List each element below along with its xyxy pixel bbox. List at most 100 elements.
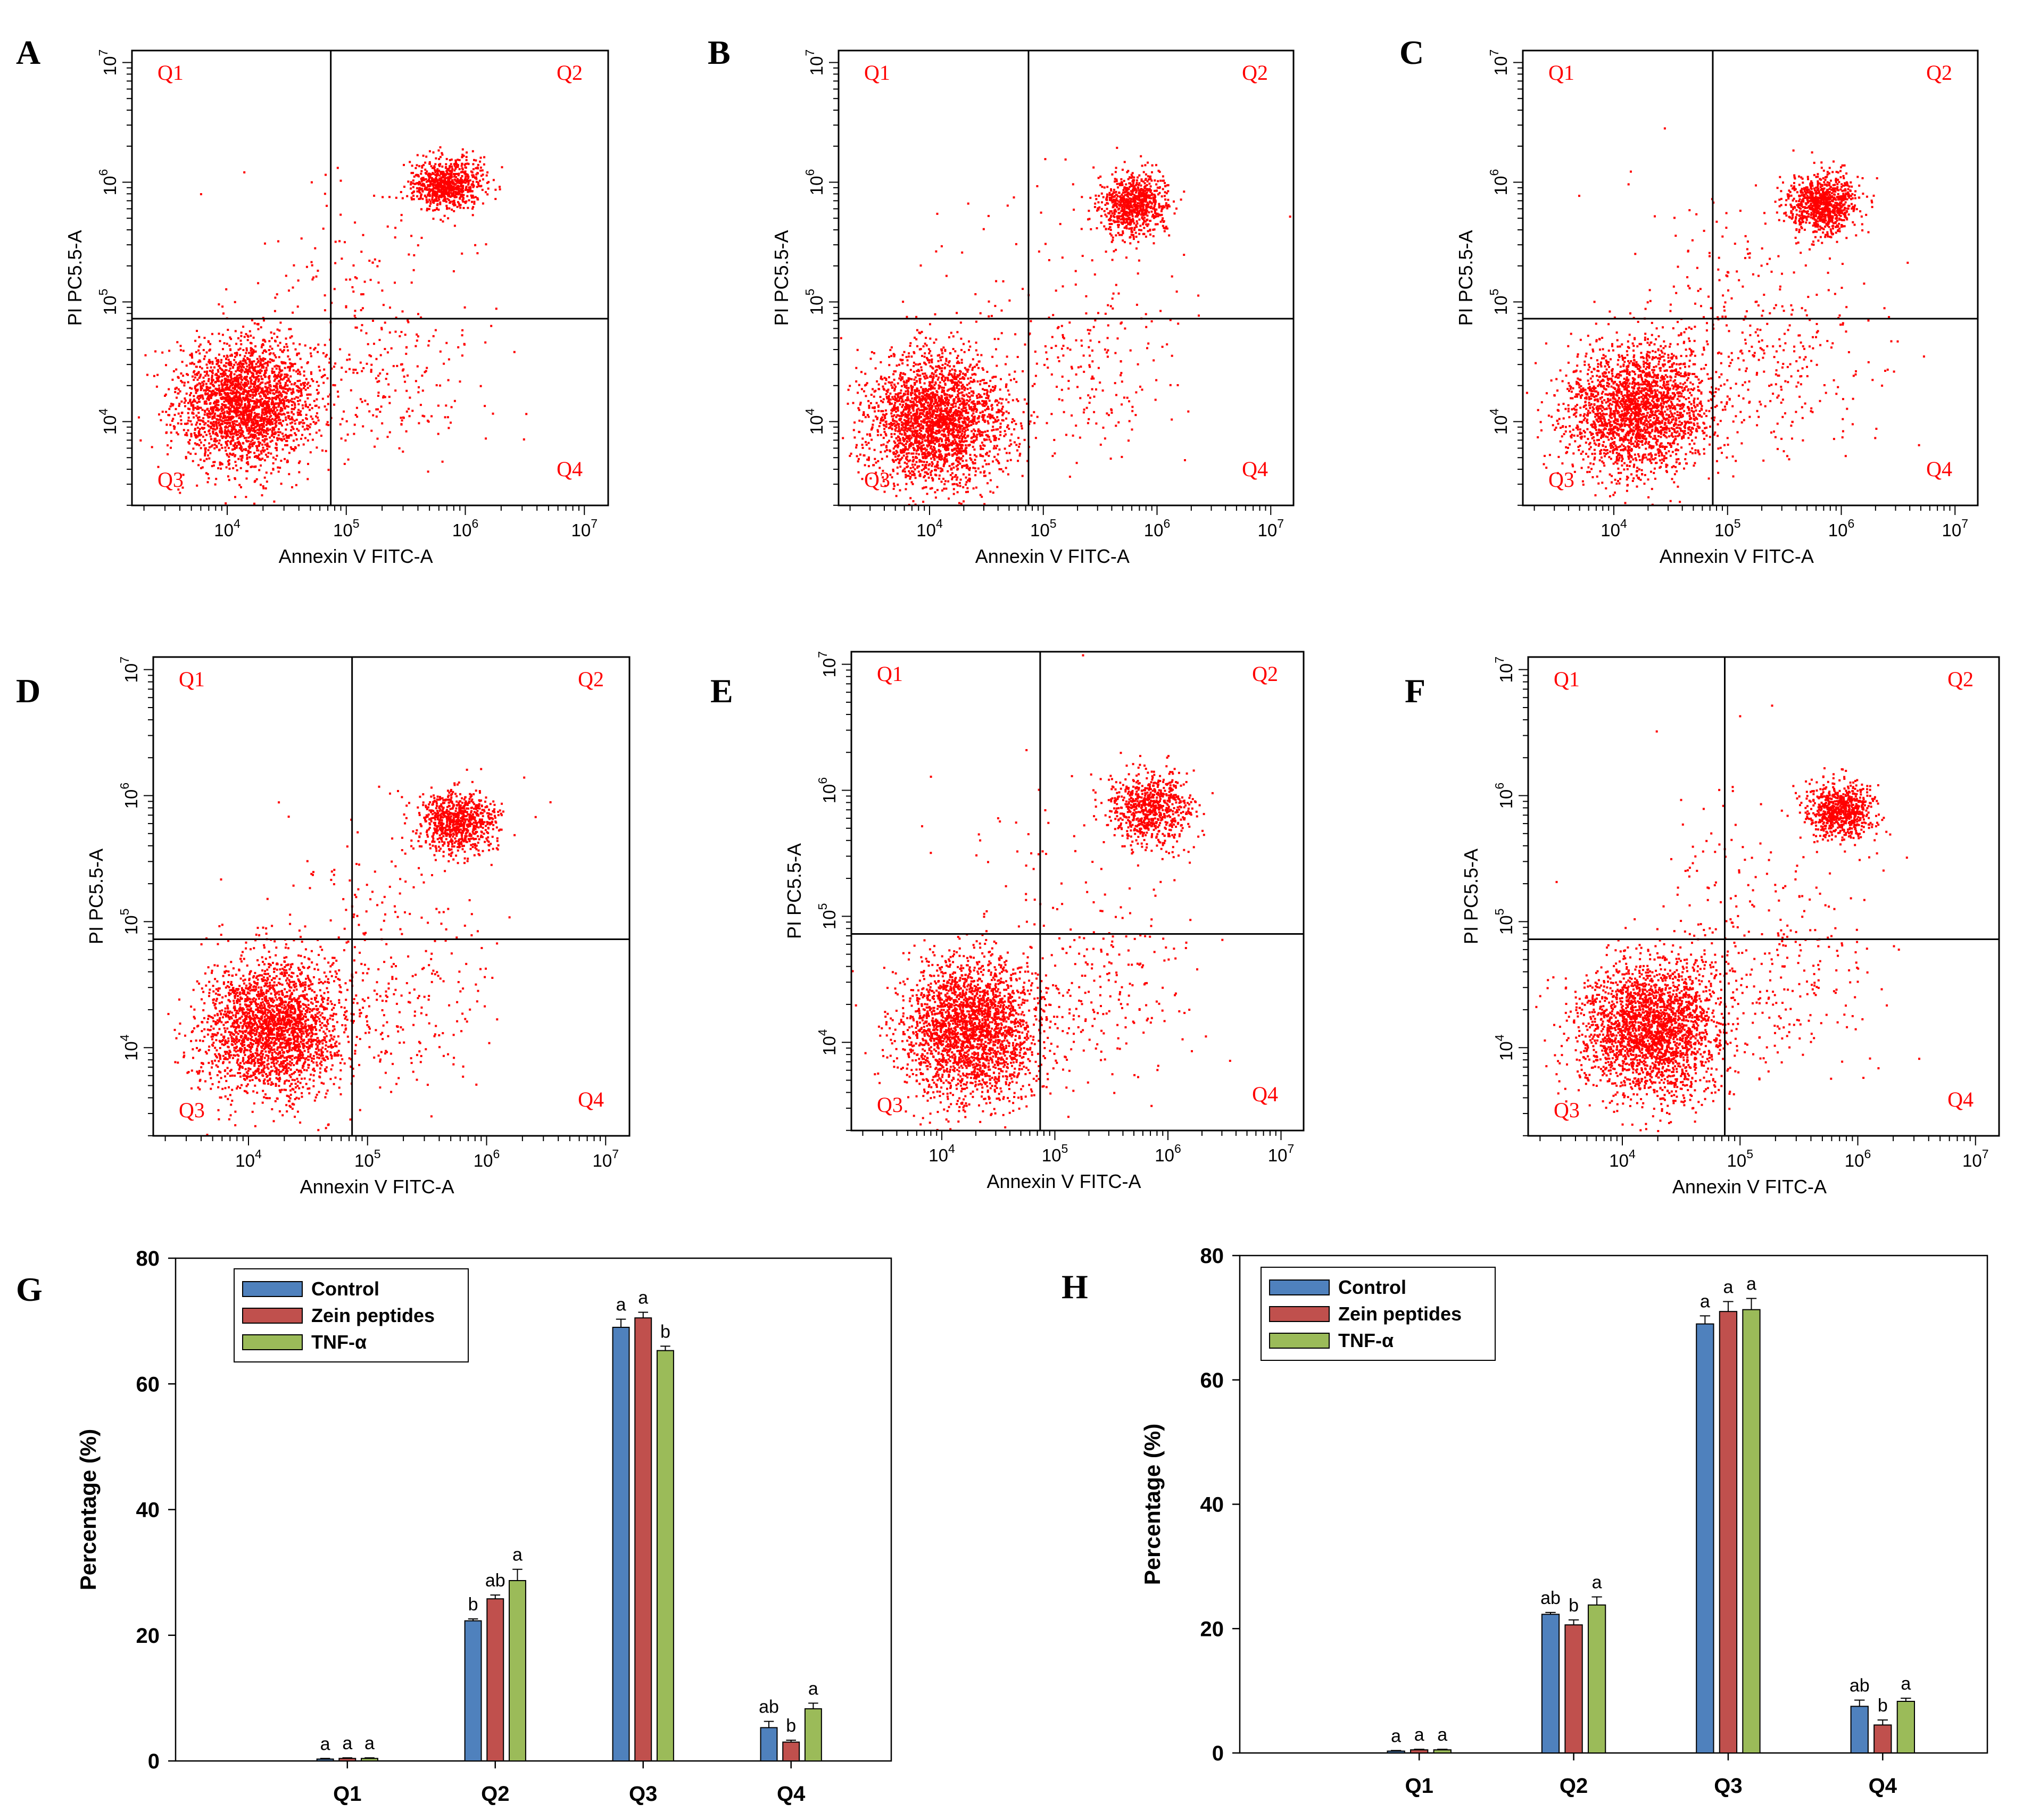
data-point: [861, 478, 864, 480]
data-point: [255, 413, 258, 416]
data-point: [965, 483, 967, 486]
data-point: [459, 195, 462, 198]
data-point: [197, 361, 200, 363]
data-point: [465, 173, 467, 176]
data-point: [247, 404, 250, 407]
data-point: [917, 470, 920, 473]
data-point: [196, 378, 199, 381]
data-point: [289, 328, 292, 330]
data-point: [260, 450, 262, 453]
data-point: [240, 335, 243, 337]
data-point: [986, 371, 989, 373]
data-point: [270, 452, 272, 455]
data-point: [272, 468, 275, 470]
data-point: [218, 380, 220, 383]
data-point: [262, 487, 265, 489]
data-point: [190, 435, 193, 438]
data-point: [395, 196, 397, 199]
data-point: [230, 392, 233, 395]
data-point: [259, 358, 262, 360]
data-point: [458, 168, 461, 170]
data-point: [245, 368, 247, 370]
data-point: [223, 382, 226, 385]
data-point: [448, 195, 451, 197]
data-point: [421, 165, 424, 168]
data-point: [246, 357, 248, 359]
data-point: [222, 388, 225, 391]
data-point: [949, 474, 952, 476]
data-point: [894, 393, 897, 396]
data-point: [426, 180, 429, 182]
data-point: [262, 357, 264, 360]
data-point: [300, 410, 302, 413]
data-point: [296, 354, 299, 356]
data-point: [455, 188, 458, 190]
data-point: [376, 380, 379, 383]
data-point: [253, 394, 256, 396]
data-point: [362, 293, 364, 296]
data-point: [306, 361, 309, 363]
data-point: [447, 176, 449, 179]
data-point: [315, 431, 318, 434]
data-point: [868, 406, 870, 409]
data-point: [224, 388, 227, 391]
data-point: [467, 173, 469, 176]
data-point: [225, 369, 228, 371]
data-point: [189, 452, 192, 455]
data-point: [254, 435, 257, 437]
data-point: [158, 413, 160, 415]
data-point: [255, 372, 258, 375]
data-point: [966, 399, 968, 402]
data-point: [962, 455, 964, 458]
data-point: [206, 370, 209, 373]
data-point: [990, 404, 993, 407]
data-point: [240, 381, 243, 384]
data-point: [252, 418, 254, 421]
data-point: [177, 412, 180, 415]
data-point: [279, 410, 282, 413]
data-point: [204, 355, 206, 358]
data-point: [349, 368, 351, 370]
data-point: [256, 361, 259, 364]
data-point: [463, 306, 466, 309]
data-point: [472, 180, 475, 183]
data-point: [204, 454, 206, 457]
data-point: [264, 242, 266, 245]
data-point: [437, 183, 440, 186]
data-point: [937, 360, 940, 362]
data-point: [976, 363, 979, 366]
data-point: [869, 358, 872, 360]
data-point: [246, 414, 248, 417]
data-point: [310, 352, 312, 355]
data-point: [239, 467, 242, 469]
data-point: [211, 465, 213, 468]
data-point: [208, 457, 211, 460]
data-point: [435, 157, 437, 160]
data-point: [915, 363, 917, 365]
data-point: [400, 214, 403, 217]
data-point: [294, 363, 296, 365]
data-point: [226, 400, 228, 402]
data-point: [410, 235, 413, 237]
data-point: [241, 400, 243, 403]
data-point: [964, 367, 966, 369]
data-point: [450, 181, 452, 184]
data-point: [870, 351, 873, 353]
data-point: [934, 407, 937, 410]
data-point: [892, 398, 894, 401]
data-point: [246, 410, 249, 412]
data-point: [973, 428, 975, 431]
data-point: [253, 435, 256, 437]
data-point: [442, 171, 445, 173]
data-point: [429, 182, 432, 185]
data-point: [226, 426, 229, 429]
data-point: [192, 408, 195, 410]
data-point: [187, 408, 189, 410]
data-point: [902, 448, 905, 451]
data-point: [157, 466, 160, 468]
data-point: [898, 428, 900, 430]
data-point: [461, 148, 464, 151]
data-point: [375, 377, 377, 380]
data-point: [453, 183, 455, 186]
